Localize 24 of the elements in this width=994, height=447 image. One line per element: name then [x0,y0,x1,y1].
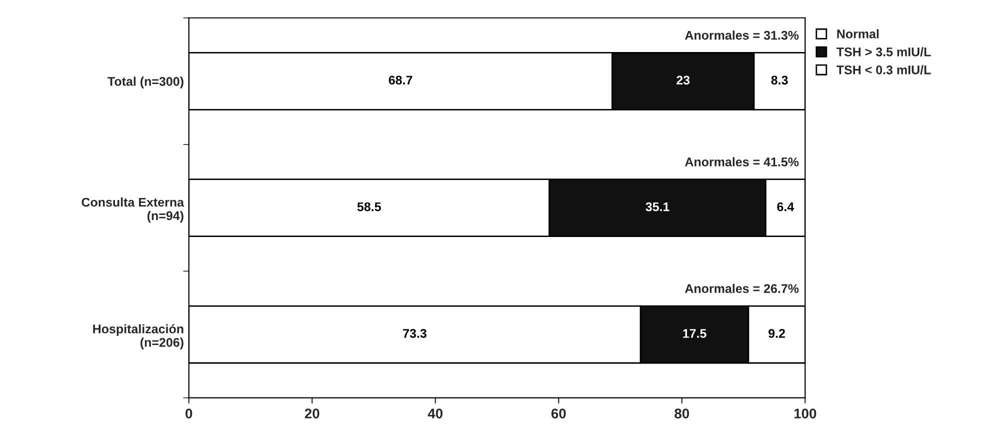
data-label: 68.7 [388,76,412,85]
x-tick-label: 60 [551,408,566,418]
x-tick-label: 20 [304,408,320,418]
x-tick-label: 80 [674,408,690,418]
y-tick-label: Total (n=300) [108,76,184,88]
annotation: Anormales = 31.3% [684,30,799,40]
annotation: Anormales = 41.5% [684,157,799,166]
data-label: 9.2 [768,329,785,338]
legend-label: Normal [837,29,879,38]
data-label: 35.1 [646,202,670,212]
data-label: 58.5 [357,202,381,212]
data-label: 23 [676,76,690,85]
data-label: 8.3 [771,76,788,85]
annotation: Anormales = 26.7% [684,284,799,294]
x-tick-label: 0 [186,408,192,418]
x-tick-label: 100 [794,408,816,418]
y-tick-label: Hospitalización (n=206) [93,324,184,350]
x-tick-label: 40 [428,408,443,418]
data-label: 73.3 [403,329,426,338]
legend-label: TSH < 0.3 mIU/L [836,65,931,74]
y-tick-label: Consulta Externa (n=94) [82,198,184,223]
data-label: 17.5 [683,329,706,338]
legend-label: TSH > 3.5 mIU/L [836,47,931,56]
data-label: 6.4 [777,202,794,212]
